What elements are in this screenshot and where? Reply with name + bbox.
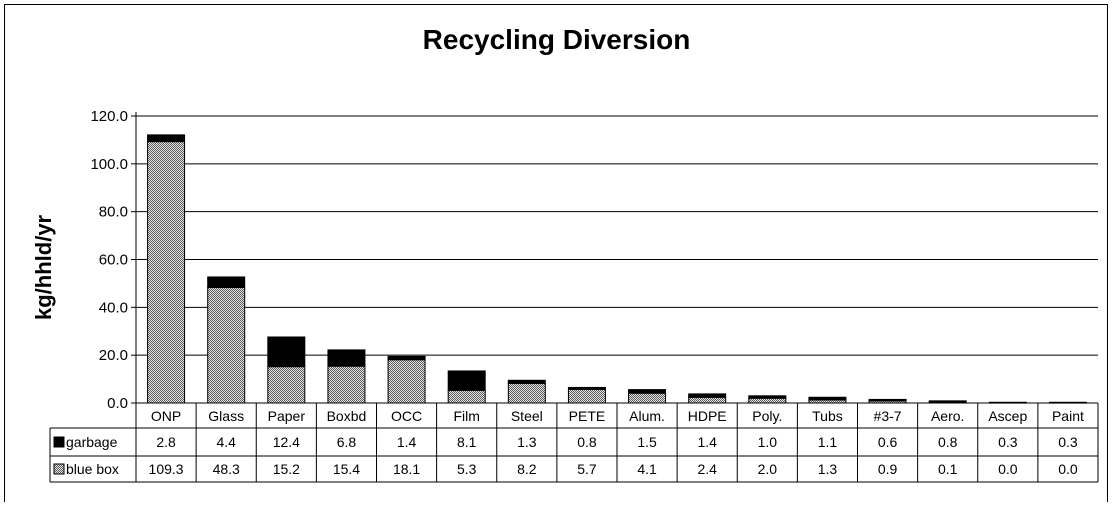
x-category-label: Poly.: [752, 408, 782, 424]
bar-garbage: [207, 276, 246, 288]
data-label-blue-box: 0.0: [998, 461, 1018, 477]
x-category-label: Paint: [1052, 408, 1084, 424]
bar-garbage: [327, 349, 366, 367]
legend-key-garbage: [53, 436, 65, 448]
data-label-blue-box: 2.4: [697, 461, 717, 477]
x-category-label: Alum.: [629, 408, 665, 424]
data-label-garbage: 1.1: [818, 434, 838, 450]
bar-blue-box: [748, 397, 787, 404]
data-label-blue-box: 0.1: [938, 461, 958, 477]
bar-garbage: [928, 400, 967, 404]
bar-garbage: [267, 336, 306, 368]
data-label-blue-box: 1.3: [818, 461, 838, 477]
bar-blue-box: [327, 365, 366, 404]
data-label-garbage: 2.8: [156, 434, 176, 450]
data-label-garbage: 0.3: [1058, 434, 1078, 450]
data-label-blue-box: 0.0: [1058, 461, 1078, 477]
legend-key-blue-box: [53, 463, 65, 475]
y-tick-label: 20.0: [99, 347, 128, 364]
x-category-label: Glass: [208, 408, 244, 424]
data-label-garbage: 0.8: [938, 434, 958, 450]
y-tick-label: 0.0: [107, 395, 128, 412]
data-label-blue-box: 15.2: [273, 461, 300, 477]
legend-label-blue-box: blue box: [66, 461, 119, 477]
y-tick-label: 100.0: [90, 156, 128, 173]
chart-frame: [4, 4, 1108, 502]
bar-garbage: [628, 389, 667, 394]
bar-blue-box: [387, 359, 426, 404]
gridlines: [136, 115, 1098, 404]
data-table: ONP Glass Paper Boxbd OCC Film Steel PETE Alum. H…: [49, 402, 1099, 483]
y-tick-label: 120.0: [90, 108, 128, 125]
y-tick-label: 60.0: [99, 252, 128, 269]
y-tick-label: 40.0: [99, 299, 128, 316]
x-category-label: ONP: [151, 408, 181, 424]
bar-blue-box: [688, 396, 727, 404]
data-label-blue-box: 4.1: [637, 461, 657, 477]
x-category-label: Steel: [511, 408, 543, 424]
data-label-garbage: 0.8: [577, 434, 597, 450]
data-label-blue-box: 48.3: [213, 461, 240, 477]
bar-blue-box: [147, 141, 186, 404]
bar-garbage: [387, 355, 426, 361]
bar-garbage: [507, 379, 546, 384]
x-category-label: Tubs: [812, 408, 843, 424]
bar-garbage: [808, 396, 847, 401]
data-label-blue-box: 8.2: [517, 461, 537, 477]
x-category-label: HDPE: [688, 408, 727, 424]
data-label-blue-box: 18.1: [393, 461, 420, 477]
data-label-blue-box: 109.3: [149, 461, 184, 477]
x-category-label: OCC: [391, 408, 422, 424]
bar-garbage: [447, 370, 486, 391]
bars: [147, 134, 1087, 404]
data-label-garbage: 12.4: [273, 434, 300, 450]
data-label-garbage: 1.5: [637, 434, 657, 450]
bar-blue-box: [628, 392, 667, 404]
x-category-label: Ascep: [988, 408, 1027, 424]
x-category-label: Paper: [268, 408, 306, 424]
data-label-blue-box: 0.9: [878, 461, 898, 477]
data-label-garbage: 1.0: [758, 434, 778, 450]
bar-blue-box: [447, 389, 486, 404]
bar-blue-box: [267, 366, 306, 404]
data-label-garbage: 8.1: [457, 434, 477, 450]
bar-garbage: [868, 398, 907, 402]
bar-blue-box: [207, 286, 246, 404]
x-category-label: Aero.: [931, 408, 964, 424]
data-label-blue-box: 5.3: [457, 461, 477, 477]
data-label-garbage: 0.6: [878, 434, 898, 450]
data-label-garbage: 0.3: [998, 434, 1018, 450]
bar-blue-box: [507, 382, 546, 404]
x-category-label: #3-7: [874, 408, 902, 424]
x-category-label: PETE: [569, 408, 606, 424]
y-axis-ticks: 0.0 20.0 40.0 60.0 80.0 100.0 120.0: [90, 108, 137, 412]
x-category-label: Film: [453, 408, 479, 424]
data-label-garbage: 6.8: [337, 434, 357, 450]
bar-garbage: [748, 395, 787, 399]
y-tick-label: 80.0: [99, 204, 128, 221]
bar-garbage: [688, 393, 727, 398]
data-label-garbage: 1.4: [697, 434, 717, 450]
data-label-garbage: 4.4: [216, 434, 236, 450]
data-label-blue-box: 2.0: [758, 461, 778, 477]
data-label-garbage: 1.4: [397, 434, 417, 450]
data-label-blue-box: 15.4: [333, 461, 360, 477]
data-label-garbage: 1.3: [517, 434, 537, 450]
chart-title: Recycling Diversion: [422, 24, 691, 55]
legend-label-garbage: garbage: [66, 434, 118, 450]
data-label-blue-box: 5.7: [577, 461, 597, 477]
bar-garbage: [567, 386, 606, 390]
bar-garbage: [147, 134, 186, 143]
bar-blue-box: [567, 388, 606, 404]
x-category-label: Boxbd: [327, 408, 367, 424]
